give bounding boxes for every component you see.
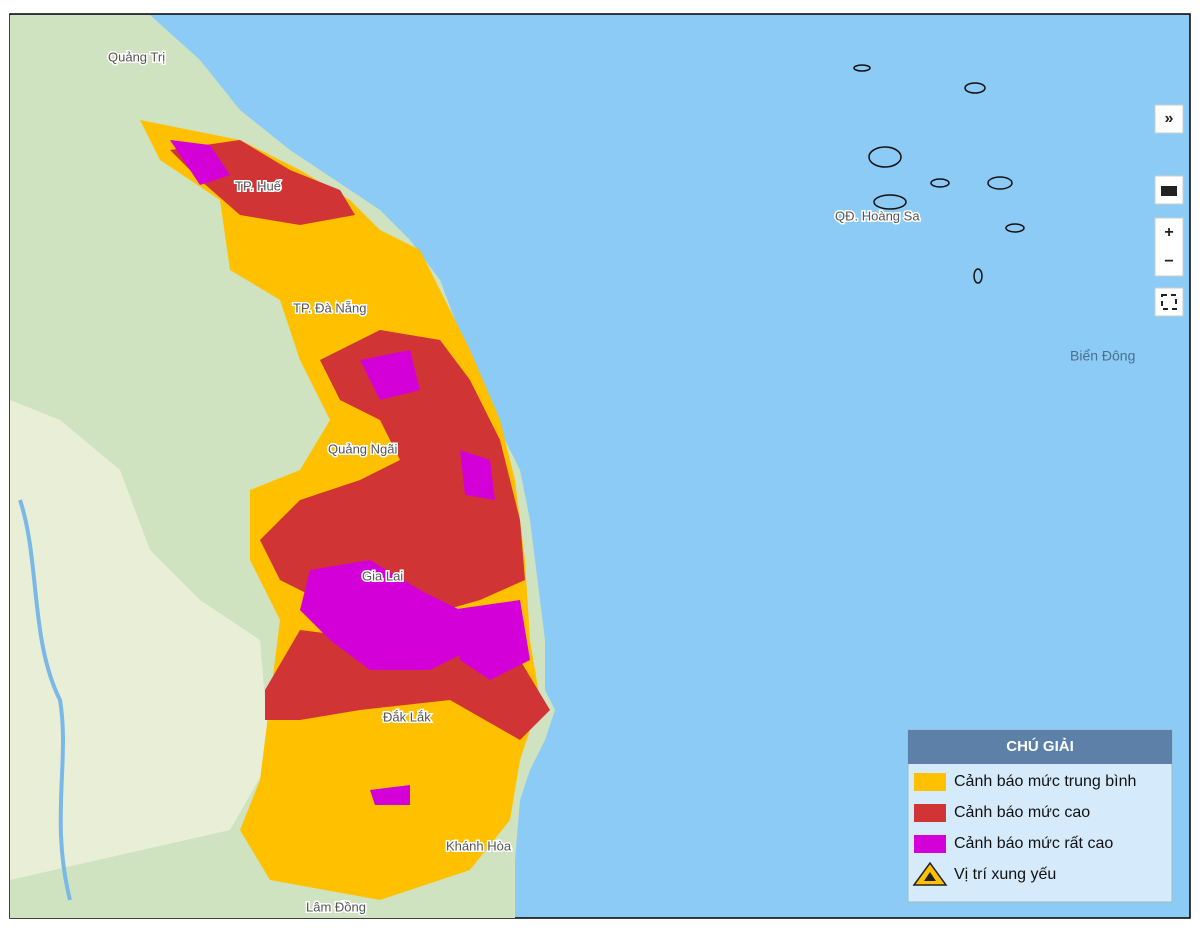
islands <box>853 64 1025 284</box>
land-lowland <box>10 400 270 880</box>
fullscreen-icon <box>1161 294 1177 310</box>
legend-label: Cảnh báo mức cao <box>954 804 1090 821</box>
place-label: Đắk Lắk <box>383 709 431 724</box>
legend-warning-mark <box>924 872 936 881</box>
legend-swatch <box>914 804 946 822</box>
legend-title: CHÚ GIẢI <box>1006 737 1074 755</box>
place-label: Khánh Hòa <box>446 838 512 853</box>
legend: CHÚ GIẢI Cảnh báo mức trung bình Cảnh báo… <box>907 729 1173 903</box>
zoom-out-button[interactable]: − <box>1164 253 1173 270</box>
map-controls: » + − <box>1154 104 1184 317</box>
warning-areas <box>140 120 550 900</box>
place-label: Quảng Ngãi <box>328 441 397 456</box>
expand-button-label[interactable]: » <box>1165 110 1174 127</box>
expand-button[interactable] <box>1154 104 1184 134</box>
zoom-in-button[interactable]: + <box>1164 224 1173 241</box>
place-label: QĐ. Hoàng Sa <box>835 208 920 223</box>
legend-swatch <box>914 835 946 853</box>
sea-label: Biển Đông <box>1070 348 1135 364</box>
zoom-control <box>1154 217 1184 277</box>
legend-label: Cảnh báo mức rất cao <box>954 835 1113 852</box>
place-label: Lâm Đồng <box>306 899 366 914</box>
place-label: Gia Lai <box>362 568 403 583</box>
river <box>18 499 72 901</box>
area-high <box>260 330 525 620</box>
legend-label: Cảnh báo mức trung bình <box>954 773 1136 790</box>
place-label: TP. Đà Nẵng <box>293 300 366 315</box>
print-icon <box>1161 186 1177 196</box>
place-label: Quảng Trị <box>108 49 165 64</box>
place-labels: Quảng Trị TP. Huế TP. Đà Nẵng Quảng Ngãi… <box>107 48 1136 916</box>
legend-label: Vị trí xung yếu <box>954 866 1056 883</box>
area-very-high <box>170 140 530 805</box>
legend-swatch <box>914 773 946 791</box>
legend-header <box>908 730 1172 764</box>
place-label: TP. Huế <box>235 178 282 193</box>
fullscreen-button[interactable] <box>1154 287 1184 317</box>
